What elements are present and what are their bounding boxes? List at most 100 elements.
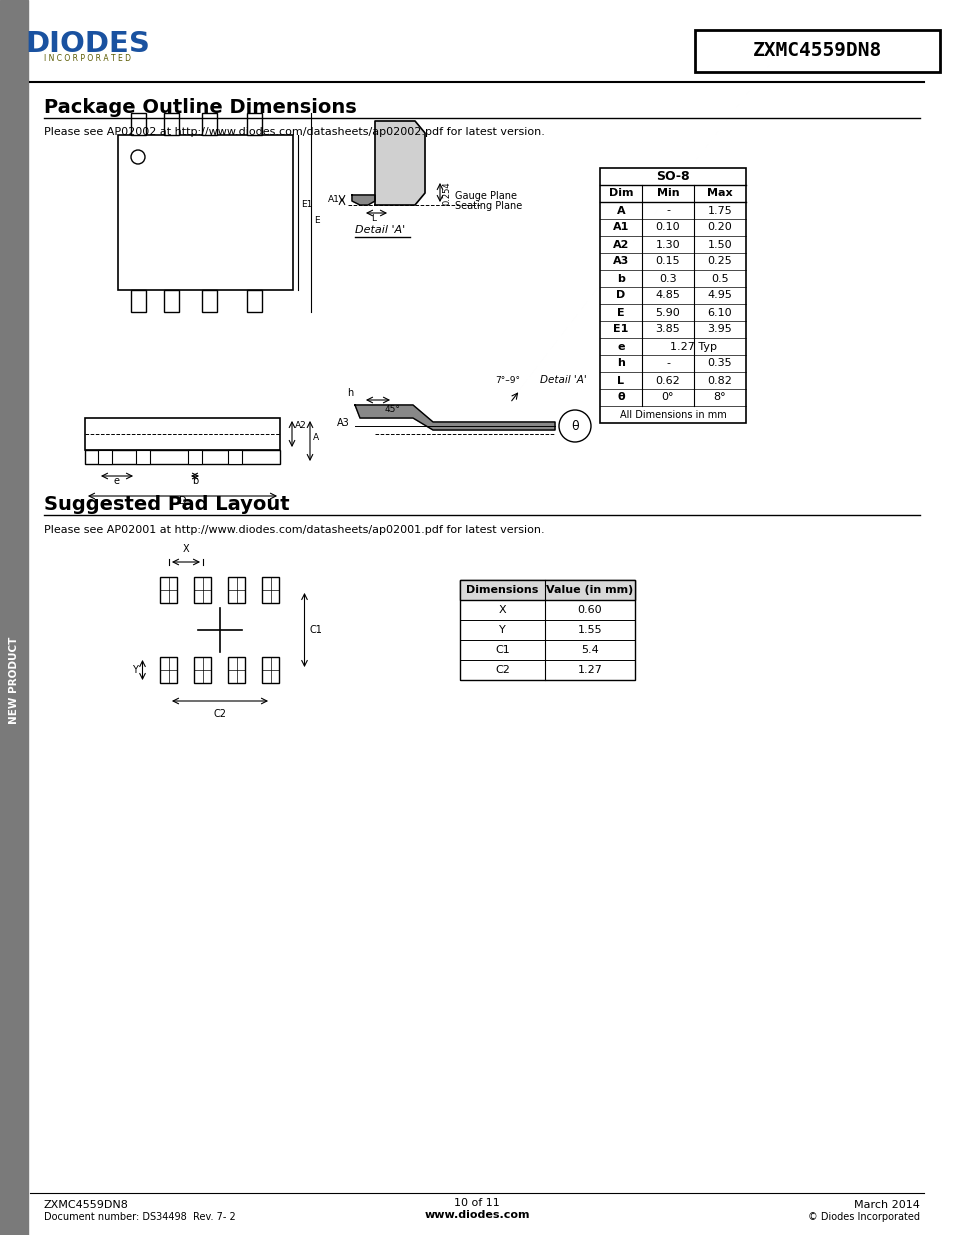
Bar xyxy=(118,135,293,290)
Text: E1: E1 xyxy=(613,325,628,335)
Text: b: b xyxy=(617,273,624,284)
Text: 3.85: 3.85 xyxy=(655,325,679,335)
Text: 1.30: 1.30 xyxy=(655,240,679,249)
Polygon shape xyxy=(375,121,424,205)
Polygon shape xyxy=(352,195,375,205)
Text: 1.27: 1.27 xyxy=(577,664,601,676)
Text: C2: C2 xyxy=(495,664,510,676)
Text: Dim: Dim xyxy=(608,189,633,199)
Text: Y: Y xyxy=(498,625,505,635)
Text: 0.5: 0.5 xyxy=(710,273,728,284)
Text: h: h xyxy=(617,358,624,368)
Bar xyxy=(188,450,202,464)
Text: L: L xyxy=(371,214,376,224)
Text: 1.55: 1.55 xyxy=(578,625,601,635)
Bar xyxy=(229,577,245,603)
Text: 0.60: 0.60 xyxy=(578,605,601,615)
Bar xyxy=(131,112,146,135)
Bar xyxy=(695,30,939,72)
Bar xyxy=(459,580,635,600)
Text: Y: Y xyxy=(132,664,137,676)
Text: A2: A2 xyxy=(612,240,629,249)
Text: 3.95: 3.95 xyxy=(707,325,732,335)
Text: A3: A3 xyxy=(612,257,628,267)
Text: DIODES: DIODES xyxy=(26,30,151,58)
Bar xyxy=(229,657,245,683)
Text: 0.254: 0.254 xyxy=(442,182,452,205)
Bar xyxy=(85,417,280,450)
Text: D: D xyxy=(616,290,625,300)
Bar xyxy=(164,290,179,312)
Text: -: - xyxy=(665,358,669,368)
Bar xyxy=(202,290,216,312)
Text: 0.25: 0.25 xyxy=(707,257,732,267)
Text: 0.10: 0.10 xyxy=(655,222,679,232)
Text: Max: Max xyxy=(706,189,732,199)
Bar xyxy=(262,657,279,683)
Text: 5.90: 5.90 xyxy=(655,308,679,317)
Text: Seating Plane: Seating Plane xyxy=(455,201,521,211)
Text: Please see AP02001 at http://www.diodes.com/datasheets/ap02001.pdf for latest ve: Please see AP02001 at http://www.diodes.… xyxy=(44,525,544,535)
Text: E: E xyxy=(617,308,624,317)
Bar xyxy=(131,290,146,312)
Text: Suggested Pad Layout: Suggested Pad Layout xyxy=(44,495,290,514)
Text: θ: θ xyxy=(571,420,578,432)
Bar xyxy=(599,168,745,424)
Text: 0.35: 0.35 xyxy=(707,358,732,368)
Text: © Diodes Incorporated: © Diodes Incorporated xyxy=(807,1212,919,1221)
Text: Value (in mm): Value (in mm) xyxy=(546,585,633,595)
Text: 10 of 11: 10 of 11 xyxy=(454,1198,499,1208)
Text: Min: Min xyxy=(656,189,679,199)
Text: 5.4: 5.4 xyxy=(580,645,598,655)
Bar xyxy=(0,0,28,1235)
Text: C2: C2 xyxy=(213,709,226,719)
Text: A1: A1 xyxy=(328,195,339,205)
Text: -: - xyxy=(665,205,669,215)
Text: h: h xyxy=(347,388,353,398)
Bar xyxy=(136,450,150,464)
Text: 0.62: 0.62 xyxy=(655,375,679,385)
Text: All Dimensions in mm: All Dimensions in mm xyxy=(619,410,725,420)
Text: A2: A2 xyxy=(294,421,307,430)
Bar xyxy=(247,112,262,135)
Text: 4.95: 4.95 xyxy=(707,290,732,300)
Text: b: b xyxy=(192,475,198,487)
Text: Dimensions: Dimensions xyxy=(466,585,538,595)
Text: A: A xyxy=(313,433,319,442)
Bar xyxy=(459,580,635,680)
Text: Detail 'A': Detail 'A' xyxy=(355,225,405,235)
Text: 0°: 0° xyxy=(661,393,674,403)
Bar xyxy=(160,577,177,603)
Text: X: X xyxy=(498,605,506,615)
Text: 45°: 45° xyxy=(385,405,400,414)
Bar xyxy=(160,657,177,683)
Text: A: A xyxy=(616,205,624,215)
Text: A1: A1 xyxy=(612,222,629,232)
Text: e: e xyxy=(617,342,624,352)
Text: March 2014: March 2014 xyxy=(853,1200,919,1210)
Text: Please see AP02002 at http://www.diodes.com/datasheets/ap02002.pdf for latest ve: Please see AP02002 at http://www.diodes.… xyxy=(44,127,544,137)
Bar xyxy=(85,450,280,464)
Text: Gauge Plane: Gauge Plane xyxy=(455,191,517,201)
Text: E: E xyxy=(314,216,319,225)
Text: D: D xyxy=(178,496,186,506)
Text: Detail 'A': Detail 'A' xyxy=(539,375,586,385)
Text: L: L xyxy=(617,375,624,385)
Text: e: e xyxy=(113,475,120,487)
Bar xyxy=(228,450,242,464)
Text: C1: C1 xyxy=(495,645,509,655)
Text: I N C O R P O R A T E D: I N C O R P O R A T E D xyxy=(45,54,132,63)
Text: NEW PRODUCT: NEW PRODUCT xyxy=(9,636,19,724)
Text: 0.3: 0.3 xyxy=(659,273,676,284)
Text: A3: A3 xyxy=(336,417,350,429)
Text: 7°–9°: 7°–9° xyxy=(495,375,519,385)
Bar xyxy=(194,657,212,683)
Bar xyxy=(247,290,262,312)
Text: 4.85: 4.85 xyxy=(655,290,679,300)
Text: 0.15: 0.15 xyxy=(655,257,679,267)
Text: ZXMC4559DN8: ZXMC4559DN8 xyxy=(44,1200,129,1210)
Bar xyxy=(98,450,112,464)
Text: 1.27 Typ: 1.27 Typ xyxy=(670,342,717,352)
Text: Document number: DS34498  Rev. 7- 2: Document number: DS34498 Rev. 7- 2 xyxy=(44,1212,235,1221)
Text: SO-8: SO-8 xyxy=(656,170,689,183)
